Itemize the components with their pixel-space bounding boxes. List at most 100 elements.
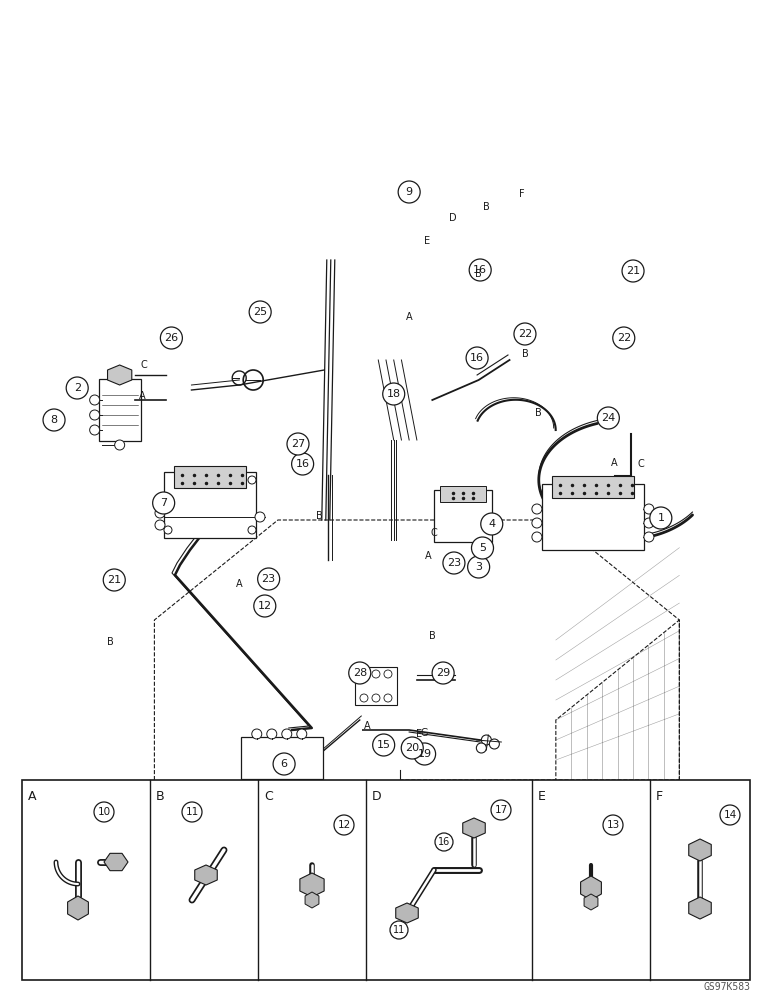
- Circle shape: [384, 670, 392, 678]
- Circle shape: [258, 568, 279, 590]
- Text: 10: 10: [97, 807, 110, 817]
- Text: C: C: [431, 528, 437, 538]
- Circle shape: [255, 512, 265, 522]
- Circle shape: [532, 532, 542, 542]
- Text: B: B: [476, 269, 482, 279]
- Circle shape: [401, 737, 423, 759]
- Text: 11: 11: [185, 807, 198, 817]
- Circle shape: [514, 323, 536, 345]
- Text: 12: 12: [337, 820, 350, 830]
- Circle shape: [249, 301, 271, 323]
- Circle shape: [349, 662, 371, 684]
- Text: 3: 3: [475, 562, 482, 572]
- Text: 25: 25: [253, 307, 267, 317]
- Polygon shape: [462, 818, 486, 838]
- Text: 15: 15: [377, 740, 391, 750]
- FancyBboxPatch shape: [355, 667, 397, 705]
- Circle shape: [435, 833, 453, 851]
- Text: E: E: [424, 236, 430, 246]
- Text: A: A: [139, 391, 145, 401]
- FancyBboxPatch shape: [241, 737, 323, 779]
- Circle shape: [273, 753, 295, 775]
- Text: 17: 17: [494, 805, 508, 815]
- Circle shape: [155, 508, 165, 518]
- Text: F: F: [519, 189, 525, 199]
- Circle shape: [443, 552, 465, 574]
- Polygon shape: [584, 894, 598, 910]
- Polygon shape: [68, 896, 88, 920]
- Circle shape: [491, 800, 511, 820]
- Text: 26: 26: [164, 333, 178, 343]
- Circle shape: [398, 181, 420, 203]
- Circle shape: [254, 595, 276, 617]
- Bar: [396, 828, 411, 836]
- Circle shape: [481, 513, 503, 535]
- Circle shape: [292, 453, 313, 475]
- Circle shape: [644, 504, 654, 514]
- Polygon shape: [396, 903, 418, 923]
- Text: G: G: [420, 728, 428, 738]
- Text: B: B: [107, 637, 113, 647]
- Circle shape: [372, 694, 380, 702]
- Text: A: A: [611, 458, 618, 468]
- Circle shape: [153, 492, 174, 514]
- Polygon shape: [107, 365, 132, 385]
- Bar: [396, 804, 411, 812]
- Circle shape: [720, 805, 740, 825]
- Text: 7: 7: [160, 498, 168, 508]
- Text: 22: 22: [518, 329, 532, 339]
- Text: B: B: [429, 631, 435, 641]
- FancyBboxPatch shape: [434, 490, 493, 542]
- Text: 27: 27: [291, 439, 305, 449]
- Text: E: E: [538, 790, 546, 803]
- Text: A: A: [236, 579, 242, 589]
- Circle shape: [248, 526, 256, 534]
- Circle shape: [103, 569, 125, 591]
- Circle shape: [622, 260, 644, 282]
- Text: B: B: [483, 202, 489, 212]
- Text: 12: 12: [258, 601, 272, 611]
- Circle shape: [155, 520, 165, 530]
- Polygon shape: [305, 892, 319, 908]
- Polygon shape: [581, 876, 601, 900]
- Text: 22: 22: [617, 333, 631, 343]
- Circle shape: [481, 807, 489, 815]
- Text: E: E: [416, 729, 422, 739]
- Polygon shape: [104, 853, 128, 871]
- Bar: [22, 780, 750, 980]
- Circle shape: [296, 729, 306, 739]
- Text: A: A: [425, 551, 432, 561]
- Text: B: B: [156, 790, 164, 803]
- Text: 19: 19: [418, 749, 432, 759]
- Circle shape: [644, 532, 654, 542]
- Text: 14: 14: [723, 810, 736, 820]
- FancyBboxPatch shape: [552, 476, 634, 498]
- Text: 2: 2: [73, 383, 81, 393]
- Circle shape: [43, 409, 65, 431]
- Circle shape: [598, 407, 619, 429]
- Text: D: D: [372, 790, 381, 803]
- Circle shape: [476, 801, 484, 809]
- Circle shape: [414, 743, 435, 765]
- Circle shape: [384, 694, 392, 702]
- Text: A: A: [364, 721, 371, 731]
- Text: 29: 29: [436, 668, 450, 678]
- Circle shape: [468, 556, 489, 578]
- Circle shape: [401, 932, 417, 948]
- Text: 28: 28: [353, 668, 367, 678]
- Circle shape: [373, 734, 394, 756]
- Bar: [391, 812, 416, 828]
- Text: D: D: [449, 213, 457, 223]
- Polygon shape: [689, 897, 711, 919]
- Text: 9: 9: [405, 187, 413, 197]
- FancyBboxPatch shape: [174, 466, 246, 488]
- Circle shape: [334, 815, 354, 835]
- Polygon shape: [300, 873, 324, 897]
- Circle shape: [90, 410, 100, 420]
- Circle shape: [532, 504, 542, 514]
- Circle shape: [161, 327, 182, 349]
- Circle shape: [155, 495, 165, 505]
- Text: C: C: [264, 790, 273, 803]
- FancyBboxPatch shape: [542, 484, 644, 550]
- Circle shape: [532, 518, 542, 528]
